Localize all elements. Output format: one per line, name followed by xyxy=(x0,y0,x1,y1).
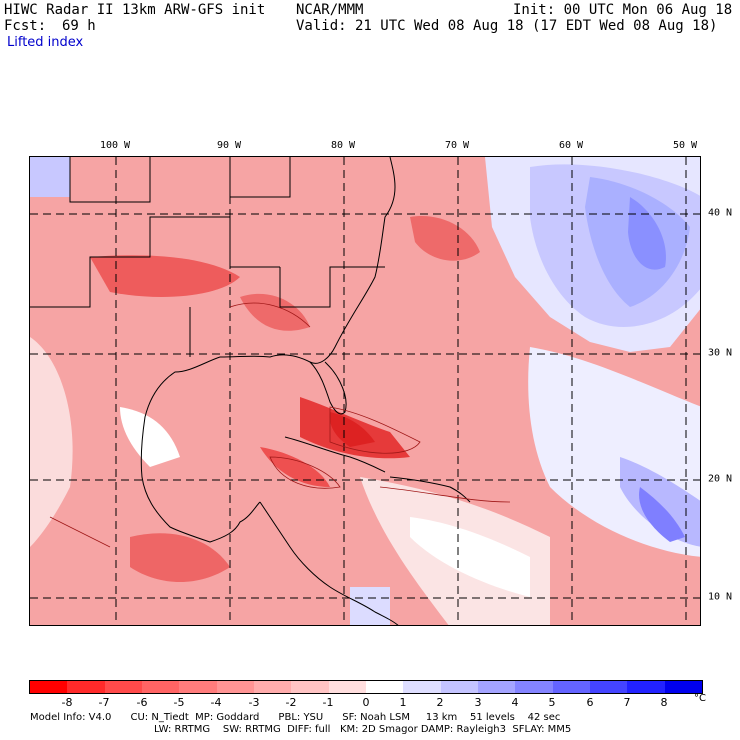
map-canvas xyxy=(30,157,700,625)
scale-label: -8 xyxy=(61,696,73,709)
scale-swatch xyxy=(216,681,254,693)
lifted-index-map xyxy=(29,156,701,626)
scale-label: 6 xyxy=(586,696,594,709)
color-scale-bar xyxy=(29,680,703,694)
scale-label: -5 xyxy=(173,696,185,709)
scale-label: -1 xyxy=(322,696,334,709)
scale-label: -3 xyxy=(248,696,260,709)
scale-swatch xyxy=(515,681,553,693)
scale-label: -4 xyxy=(210,696,222,709)
lat-label-10n: 10 N xyxy=(708,591,733,603)
scale-swatch xyxy=(179,681,217,693)
scale-swatch xyxy=(627,681,665,693)
contour-lines xyxy=(49,302,511,548)
scale-swatch xyxy=(552,681,590,693)
scale-swatch xyxy=(365,681,404,693)
forecast-hours: 69 h xyxy=(62,18,96,34)
scale-swatch xyxy=(141,681,180,693)
lon-label-100w: 100 W xyxy=(99,140,131,151)
field-name: Lifted index xyxy=(7,35,84,50)
unstable-regions xyxy=(90,216,480,582)
scale-swatch xyxy=(403,681,441,693)
scale-swatch xyxy=(664,681,702,693)
lon-label-80w: 80 W xyxy=(330,140,356,151)
scale-swatch xyxy=(104,681,142,693)
scale-label: 0 xyxy=(362,696,370,709)
scale-swatch xyxy=(328,681,366,693)
scale-label: -7 xyxy=(98,696,110,709)
coastlines xyxy=(30,157,471,625)
scale-label: 3 xyxy=(474,696,482,709)
init-time: Init: 00 UTC Mon 06 Aug 18 xyxy=(513,2,733,18)
model-title: HIWC Radar II 13km ARW-GFS init xyxy=(4,2,266,18)
scale-swatch xyxy=(67,681,105,693)
scale-label: 7 xyxy=(623,696,631,709)
scale-swatch xyxy=(477,681,516,693)
scale-label: 1 xyxy=(399,696,407,709)
scale-label: -2 xyxy=(285,696,297,709)
scale-label: 8 xyxy=(660,696,668,709)
scale-swatch xyxy=(440,681,478,693)
lat-label-40n: 40 N xyxy=(708,207,733,219)
scale-unit: °C xyxy=(694,693,706,704)
lon-label-60w: 60 W xyxy=(558,140,584,151)
model-info-line2: LW: RRTMG SW: RRTMG DIFF: full KM: 2D Sm… xyxy=(154,724,572,735)
lon-label-90w: 90 W xyxy=(216,140,242,151)
scale-label: 5 xyxy=(548,696,556,709)
lat-label-20n: 20 N xyxy=(708,473,733,485)
model-info-line1: Model Info: V4.0 CU: N_Tiedt MP: Goddard… xyxy=(30,712,561,723)
lon-label-70w: 70 W xyxy=(444,140,470,151)
scale-label: 4 xyxy=(511,696,519,709)
scale-label: -6 xyxy=(136,696,148,709)
scale-label: 2 xyxy=(436,696,444,709)
org-label: NCAR/MMM xyxy=(296,2,364,18)
scale-swatch xyxy=(291,681,329,693)
forecast-label: Fcst: xyxy=(4,18,47,34)
scale-swatch xyxy=(30,681,68,693)
lon-label-50w: 50 W xyxy=(672,140,698,151)
lat-lon-grid xyxy=(30,157,700,625)
lat-label-30n: 30 N xyxy=(708,347,733,359)
stable-regions xyxy=(30,157,700,625)
scale-swatch xyxy=(589,681,628,693)
valid-time: Valid: 21 UTC Wed 08 Aug 18 (17 EDT Wed … xyxy=(296,18,718,34)
scale-swatch xyxy=(253,681,292,693)
